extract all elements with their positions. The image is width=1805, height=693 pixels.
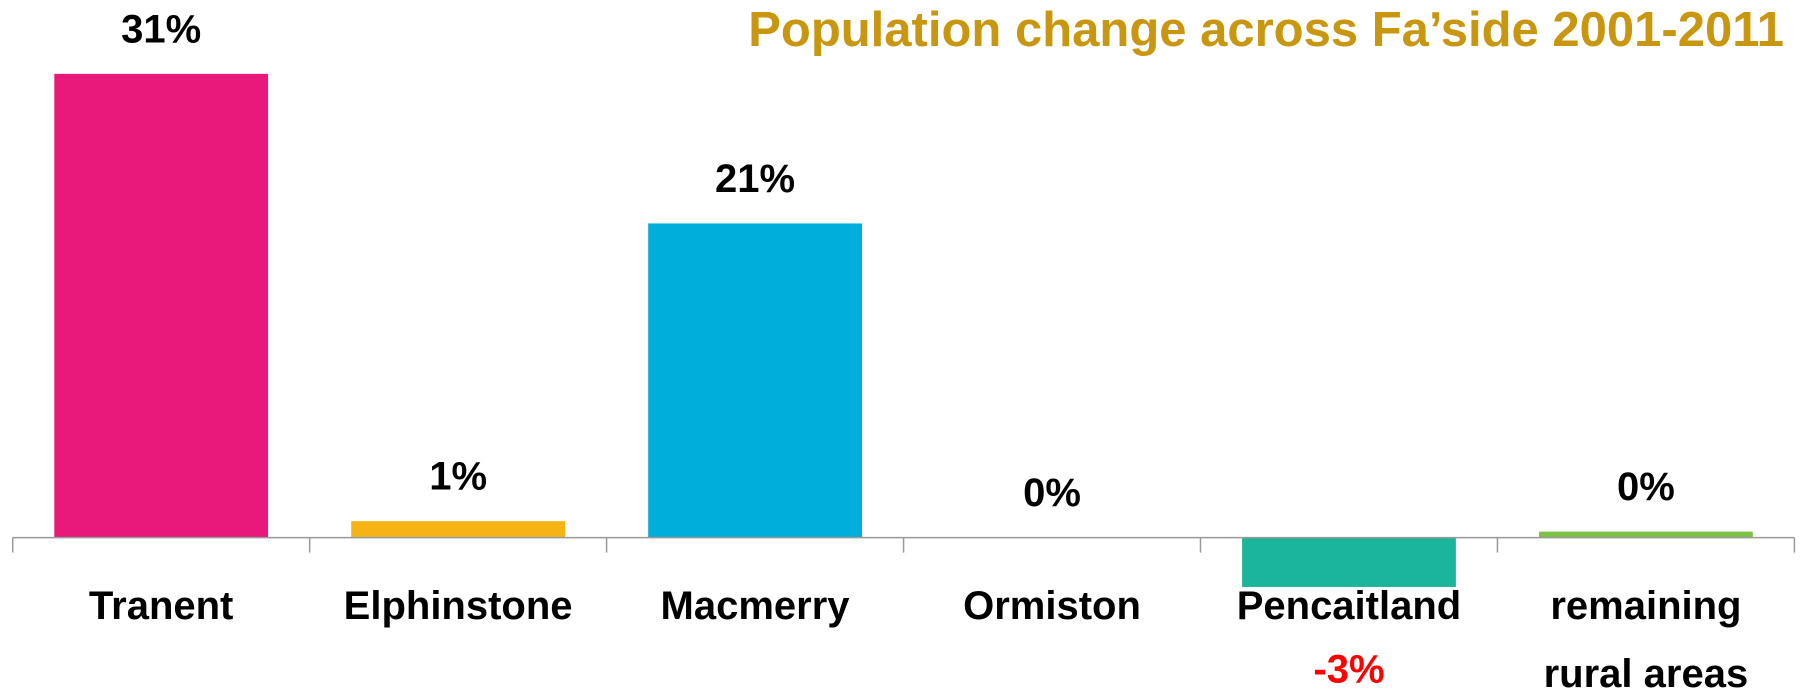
x-tick-label: Pencaitland <box>1236 584 1462 628</box>
data-label: -3% <box>1313 648 1384 692</box>
x-tick-label: Elphinstone <box>343 584 573 628</box>
data-label: 0% <box>1023 471 1081 515</box>
bar <box>351 521 566 538</box>
x-tick-label-box: Ormiston <box>963 584 1141 628</box>
data-label: 1% <box>429 455 487 499</box>
x-tick-label: Ormiston <box>963 584 1141 628</box>
bar <box>1539 531 1753 538</box>
x-tick-label: remaining rural areas <box>1543 584 1749 693</box>
data-label: 31% <box>121 7 201 51</box>
bar <box>1242 537 1456 587</box>
x-tick-label: Macmerry <box>660 584 850 628</box>
x-tick-label-box: Macmerry <box>660 584 850 628</box>
data-label: 0% <box>1617 465 1675 509</box>
chart-title: Population change across Fa’side 2001-20… <box>748 3 1784 57</box>
x-tick-label-box: Pencaitland <box>1236 584 1462 628</box>
bar <box>648 223 862 538</box>
x-tick-label: Tranent <box>88 584 234 628</box>
data-label: 21% <box>715 157 795 201</box>
x-tick-label-box: remaining rural areas <box>1543 584 1749 693</box>
x-tick-label-box: Elphinstone <box>343 584 573 628</box>
x-tick-label-box: Tranent <box>88 584 234 628</box>
bar <box>54 73 269 538</box>
